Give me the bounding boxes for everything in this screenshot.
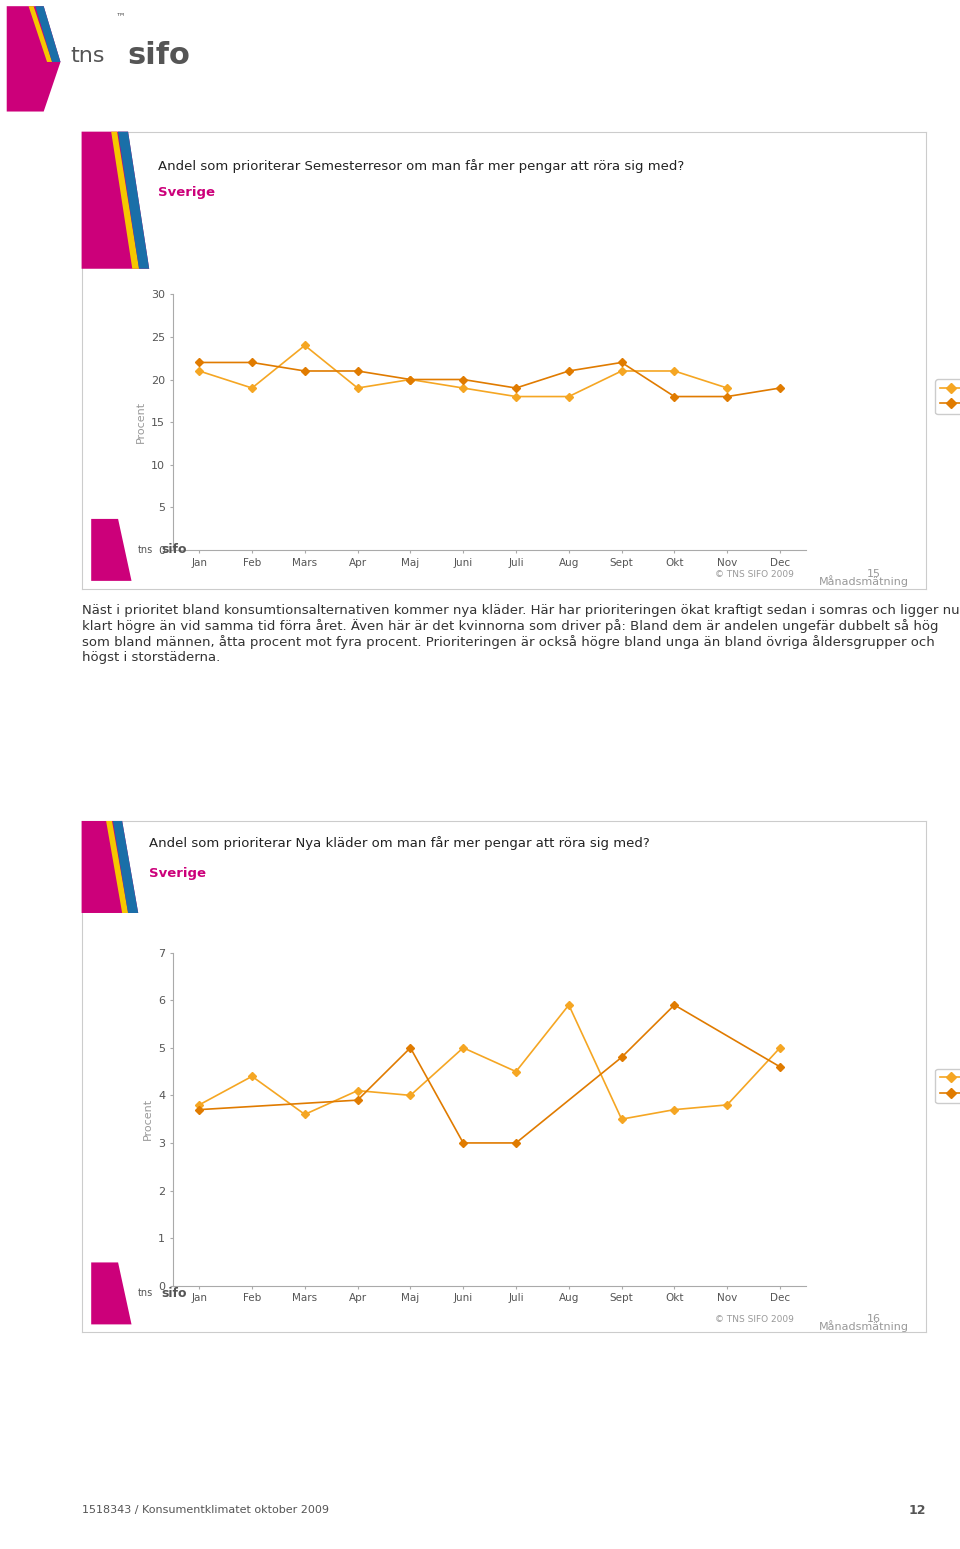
Text: tns: tns bbox=[71, 46, 105, 65]
Polygon shape bbox=[82, 821, 138, 912]
Text: sifo: sifo bbox=[128, 42, 190, 70]
Polygon shape bbox=[113, 821, 138, 912]
Polygon shape bbox=[7, 6, 60, 112]
Text: Sverige: Sverige bbox=[157, 186, 215, 200]
Polygon shape bbox=[29, 6, 52, 62]
Text: tns: tns bbox=[137, 545, 153, 555]
Y-axis label: Procent: Procent bbox=[142, 1098, 153, 1140]
Text: 16: 16 bbox=[867, 1315, 881, 1324]
Polygon shape bbox=[36, 6, 60, 62]
Polygon shape bbox=[107, 821, 128, 912]
Text: Sverige: Sverige bbox=[149, 867, 206, 880]
Polygon shape bbox=[111, 132, 139, 270]
Y-axis label: Procent: Procent bbox=[135, 401, 146, 443]
Text: Månadsmätning: Månadsmätning bbox=[819, 1320, 909, 1332]
Text: © TNS SIFO 2009: © TNS SIFO 2009 bbox=[715, 570, 794, 579]
Legend: 2008, 2009: 2008, 2009 bbox=[935, 380, 960, 414]
Polygon shape bbox=[91, 519, 132, 581]
Text: tns: tns bbox=[137, 1289, 153, 1298]
Text: sifo: sifo bbox=[161, 1287, 187, 1300]
Text: 15: 15 bbox=[867, 570, 881, 579]
Text: © TNS SIFO 2009: © TNS SIFO 2009 bbox=[715, 1315, 794, 1324]
Text: Andel som prioriterar Nya kläder om man får mer pengar att röra sig med?: Andel som prioriterar Nya kläder om man … bbox=[149, 836, 650, 850]
Text: sifo: sifo bbox=[161, 544, 187, 556]
Polygon shape bbox=[118, 132, 149, 270]
Polygon shape bbox=[91, 1262, 132, 1324]
Text: 12: 12 bbox=[909, 1504, 926, 1516]
Text: Näst i prioritet bland konsumtionsalternativen kommer nya kläder. Här har priori: Näst i prioritet bland konsumtionsaltern… bbox=[82, 604, 959, 665]
Text: 1518343 / Konsumentklimatet oktober 2009: 1518343 / Konsumentklimatet oktober 2009 bbox=[82, 1506, 328, 1515]
Polygon shape bbox=[82, 132, 149, 270]
Text: Andel som prioriterar Semesterresor om man får mer pengar att röra sig med?: Andel som prioriterar Semesterresor om m… bbox=[157, 160, 684, 173]
Legend: 2008, 2009: 2008, 2009 bbox=[935, 1069, 960, 1103]
Text: Månadsmätning: Månadsmätning bbox=[819, 575, 909, 587]
Text: ™: ™ bbox=[116, 11, 126, 22]
